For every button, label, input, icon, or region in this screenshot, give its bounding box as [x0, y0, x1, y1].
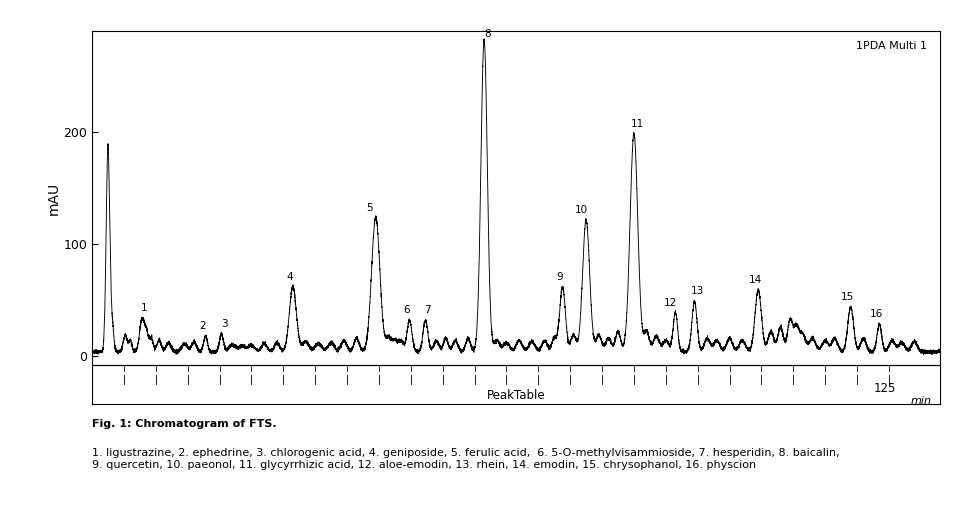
Text: 3: 3: [221, 319, 228, 329]
Text: 11: 11: [631, 119, 643, 129]
Text: 7: 7: [424, 305, 430, 316]
Text: 8: 8: [484, 29, 490, 39]
Text: 12: 12: [664, 297, 677, 307]
Text: 13: 13: [691, 287, 704, 296]
Text: PeakTable: PeakTable: [486, 389, 546, 402]
Y-axis label: mAU: mAU: [47, 181, 60, 215]
Text: 2: 2: [199, 321, 205, 331]
Text: 16: 16: [869, 309, 883, 319]
Text: min: min: [911, 396, 932, 406]
Text: 14: 14: [748, 275, 762, 286]
Text: Fig. 1: Chromatogram of FTS.: Fig. 1: Chromatogram of FTS.: [92, 419, 277, 429]
Text: 6: 6: [403, 305, 410, 316]
Text: 1: 1: [141, 303, 147, 313]
Text: 9: 9: [556, 272, 563, 282]
Text: 4: 4: [287, 272, 293, 282]
Text: 125: 125: [874, 381, 896, 394]
Text: 1PDA Multi 1: 1PDA Multi 1: [857, 41, 927, 51]
Text: 10: 10: [575, 205, 587, 215]
Text: 5: 5: [366, 203, 373, 213]
Text: 15: 15: [841, 292, 854, 302]
Text: 1. ligustrazine, 2. ephedrine, 3. chlorogenic acid, 4. geniposide, 5. ferulic ac: 1. ligustrazine, 2. ephedrine, 3. chloro…: [92, 448, 840, 469]
